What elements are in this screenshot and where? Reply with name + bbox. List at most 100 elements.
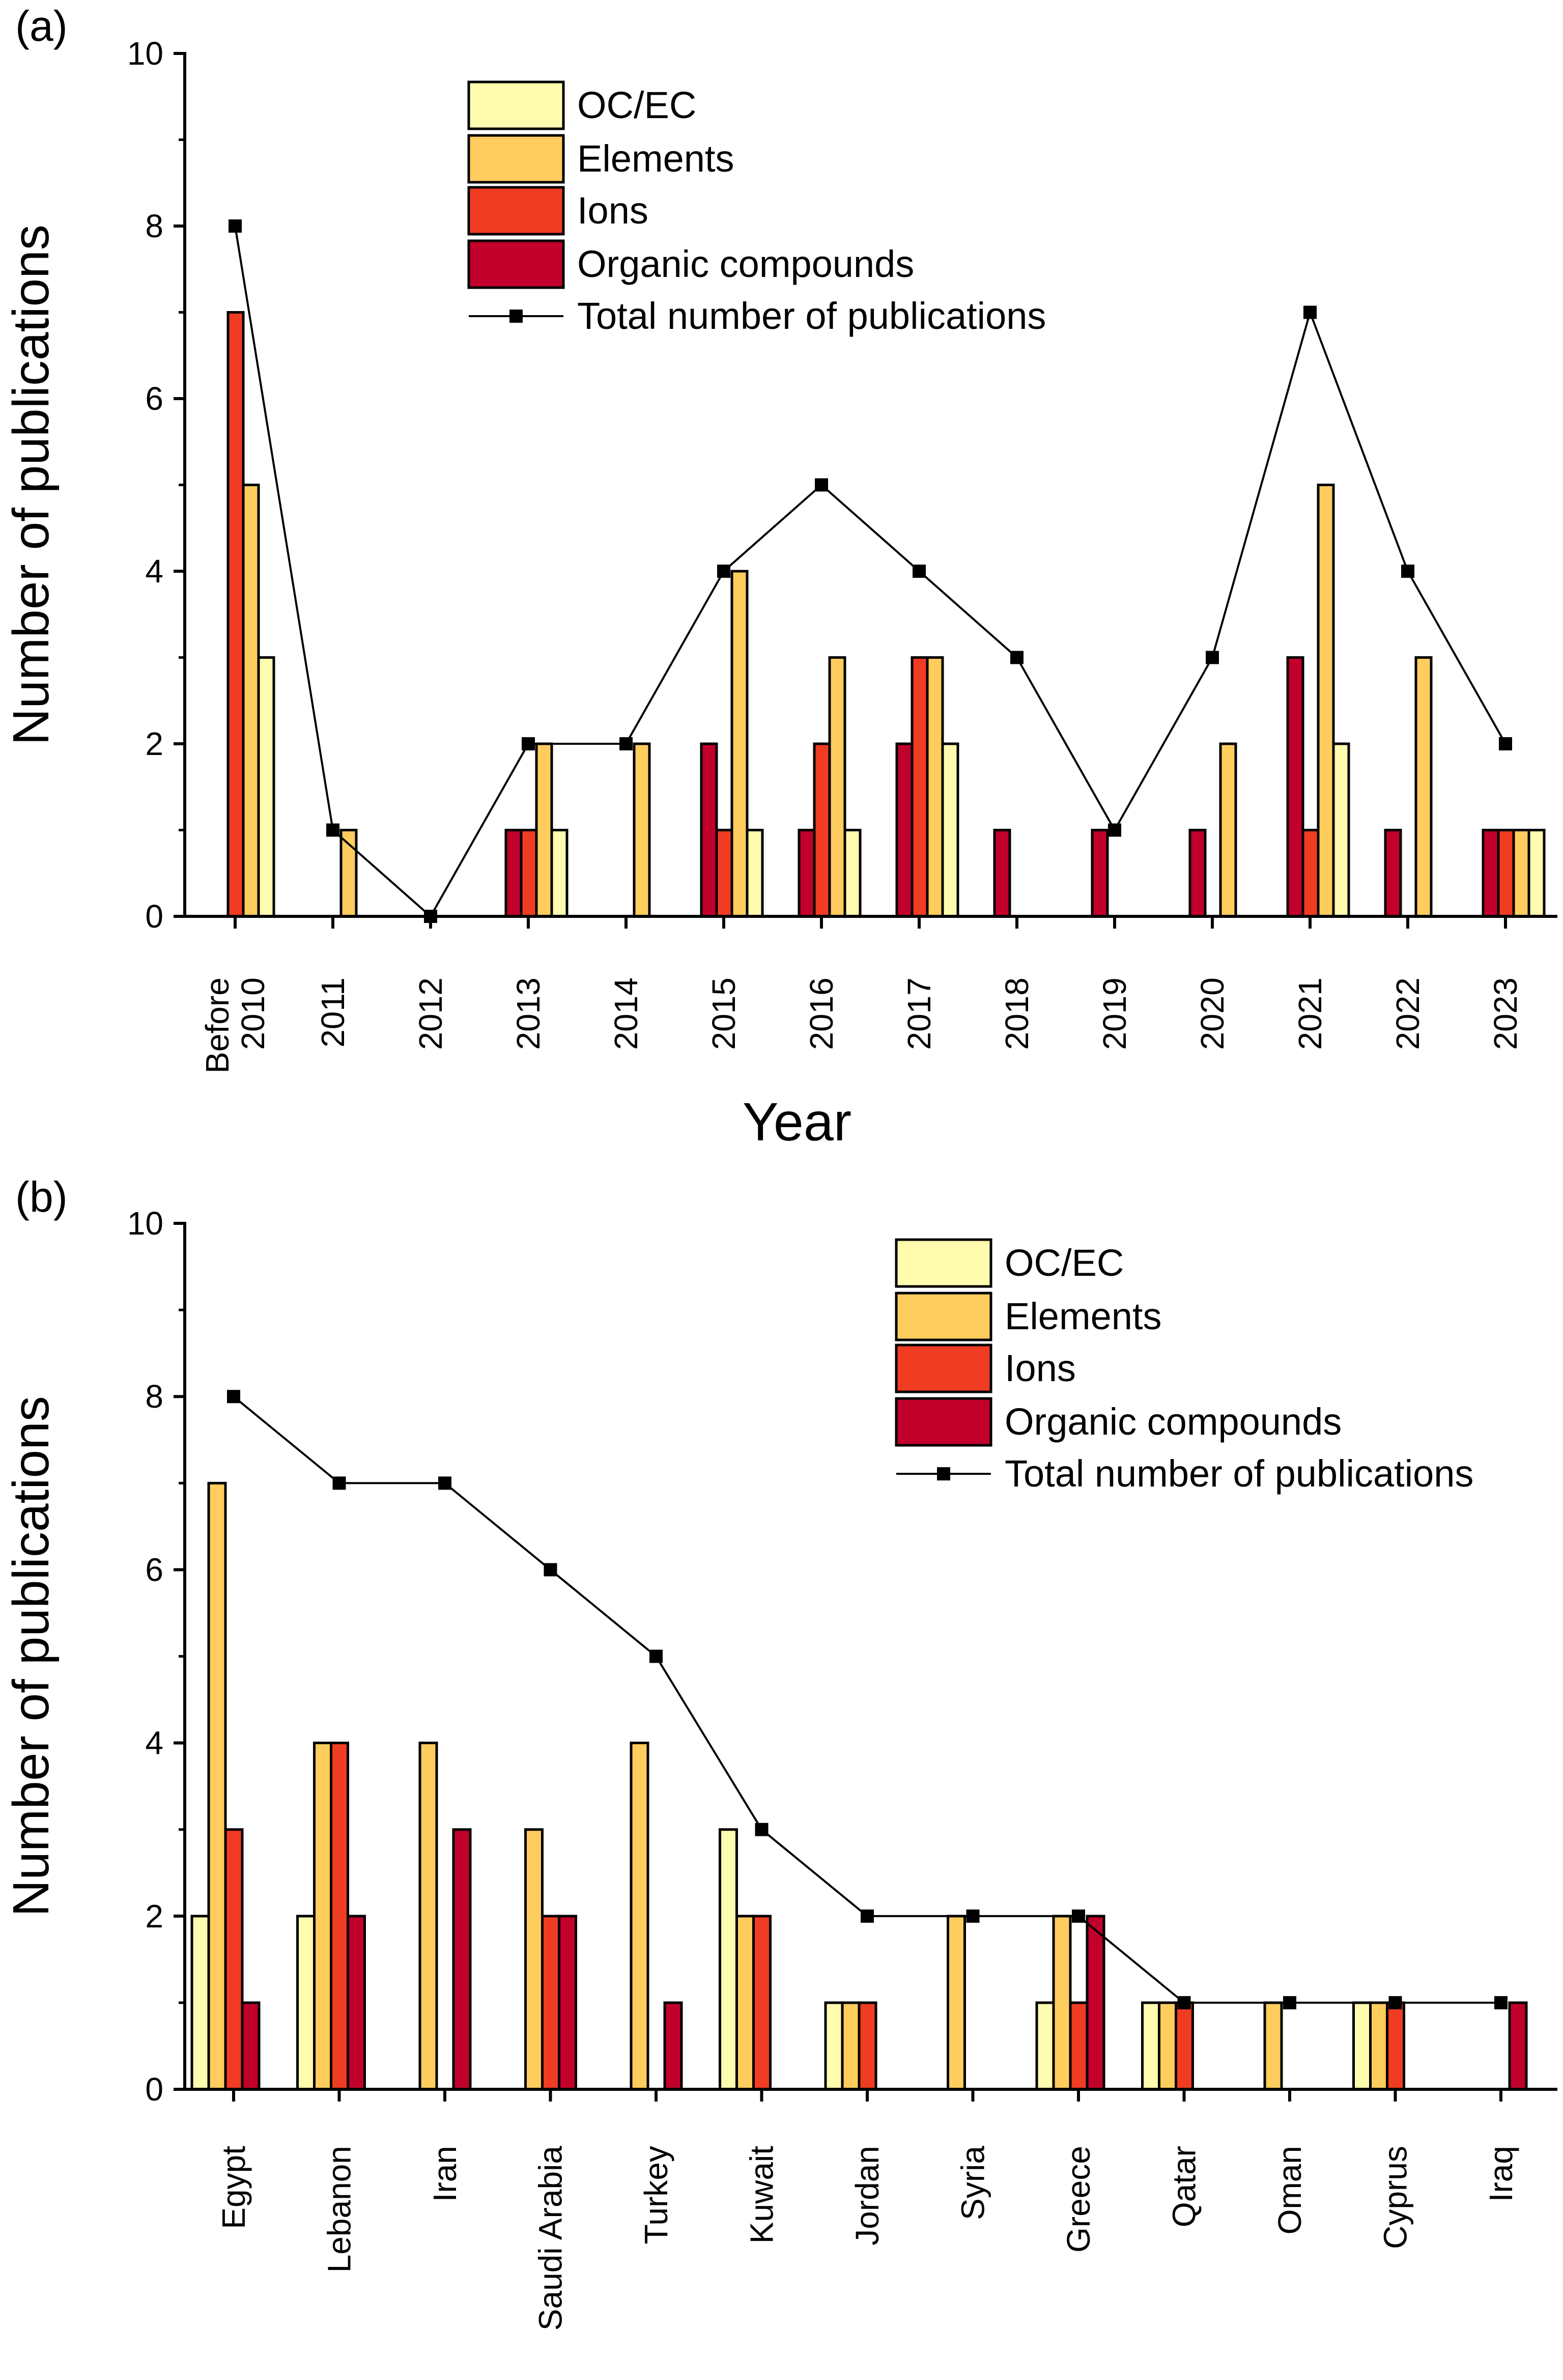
x-tick-label: Saudi Arabia <box>532 2146 569 2331</box>
legend-label: Organic compounds <box>577 243 914 285</box>
bar-oc-ec-0 <box>190 1915 210 2091</box>
bar-ions-13 <box>1497 829 1515 918</box>
y-tick-label: 8 <box>145 1378 163 1415</box>
total-point-11 <box>1388 1996 1402 2009</box>
x-tick-label: 2012 <box>412 977 449 1050</box>
bar-elements-7 <box>947 1915 966 2091</box>
x-tick-label: Qatar <box>1166 2146 1203 2227</box>
bar-organic-compounds-2 <box>452 1828 472 2091</box>
bar-organic-compounds-7 <box>895 742 914 918</box>
legend-label: Total number of publications <box>1005 1452 1473 1495</box>
bar-elements-13 <box>1512 829 1530 918</box>
y-tick-label: 8 <box>145 208 163 244</box>
bar-oc-ec-3 <box>550 829 569 918</box>
bar-elements-2 <box>418 1742 438 2091</box>
total-point-5 <box>717 565 730 578</box>
total-point-9 <box>1108 823 1121 837</box>
legend-label: Elements <box>577 137 734 180</box>
total-point-0 <box>227 1390 240 1404</box>
bar-oc-ec-11 <box>1332 742 1350 918</box>
bar-elements-6 <box>828 656 846 918</box>
bar-oc-ec-1 <box>296 1915 316 2091</box>
bar-organic-compounds-1 <box>347 1915 366 2091</box>
total-point-1 <box>326 823 339 837</box>
bar-elements-11 <box>1317 484 1335 918</box>
bar-ions-3 <box>520 829 538 918</box>
panel-label: (a) <box>15 2 68 50</box>
total-publications-line <box>234 226 1507 918</box>
bar-ions-5 <box>752 1915 772 2091</box>
legend: OC/EC Elements Ions Organic compounds Total … <box>467 80 1046 337</box>
bar-ions-0 <box>226 311 245 918</box>
bar-organic-compounds-12 <box>1384 829 1402 918</box>
x-tick-label: Egypt <box>215 2146 252 2229</box>
panel-label: (b) <box>15 1173 68 1221</box>
bar-ions-11 <box>1386 2001 1405 2091</box>
bar-elements-5 <box>735 1915 755 2091</box>
legend-swatch-elements <box>895 1292 992 1341</box>
x-tick-label: 2011 <box>315 977 351 1048</box>
total-point-2 <box>438 1476 451 1490</box>
bar-ions-7 <box>911 656 929 918</box>
legend-swatch-ions <box>467 186 565 236</box>
total-point-2 <box>424 910 437 923</box>
total-point-4 <box>649 1649 663 1663</box>
x-tick-label: Syria <box>955 2146 991 2220</box>
y-tick-label: 6 <box>145 380 163 417</box>
legend-swatch-ions <box>895 1343 992 1393</box>
bar-organic-compounds-8 <box>993 829 1011 918</box>
bar-organic-compounds-10 <box>1188 829 1207 918</box>
bar-elements-0 <box>207 1481 227 2091</box>
legend-marker-total <box>937 1467 950 1480</box>
x-tick-label: 2016 <box>803 977 840 1050</box>
bar-ions-11 <box>1301 829 1320 918</box>
bar-ions-8 <box>1069 2001 1089 2091</box>
bar-elements-4 <box>633 742 651 918</box>
total-point-11 <box>1303 305 1317 319</box>
x-tick-label: Oman <box>1271 2146 1308 2234</box>
bar-ions-0 <box>224 1828 244 2091</box>
x-tick-label: Jordan <box>849 2146 886 2246</box>
bar-organic-compounds-0 <box>241 2001 261 2091</box>
bar-elements-5 <box>730 570 749 918</box>
x-tick-label: 2014 <box>608 977 644 1050</box>
x-tick-label: Lebanon <box>321 2146 358 2273</box>
bar-organic-compounds-13 <box>1482 829 1500 918</box>
x-tick-label: Greece <box>1060 2146 1097 2253</box>
legend-label: Elements <box>1005 1295 1161 1337</box>
legend-label: Ions <box>1005 1347 1076 1389</box>
bar-oc-ec-9 <box>1141 2001 1160 2091</box>
x-tick-label: Kuwait <box>744 2146 780 2244</box>
y-tick-label: 10 <box>127 1205 163 1242</box>
total-point-13 <box>1499 737 1512 750</box>
y-tick-label: 2 <box>145 1898 163 1935</box>
x-tick-label: 2021 <box>1292 977 1328 1050</box>
x-tick-label: 2015 <box>705 977 742 1050</box>
legend-label: OC/EC <box>1005 1242 1124 1284</box>
bar-organic-compounds-9 <box>1091 829 1109 918</box>
bar-organic-compounds-5 <box>700 742 718 918</box>
total-point-10 <box>1283 1996 1296 2009</box>
bar-elements-12 <box>1414 656 1433 918</box>
total-point-8 <box>1072 1909 1085 1923</box>
bar-ions-5 <box>715 829 733 918</box>
total-point-5 <box>755 1823 769 1836</box>
y-axis-label: Number of publications <box>3 1396 60 1917</box>
total-point-8 <box>1010 651 1024 664</box>
y-tick-label: 6 <box>145 1551 163 1588</box>
bar-oc-ec-11 <box>1352 2001 1372 2091</box>
bar-organic-compounds-6 <box>798 829 816 918</box>
bar-organic-compounds-12 <box>1508 2001 1528 2091</box>
x-tick-label: 2020 <box>1194 977 1231 1050</box>
legend-swatch-organic-compounds <box>467 239 565 289</box>
x-tick-label: 2010 <box>235 977 271 1050</box>
x-tick-label: 2017 <box>901 977 937 1050</box>
x-tick-label: 2018 <box>999 977 1035 1050</box>
bar-ions-9 <box>1175 2001 1194 2091</box>
legend-label: Total number of publications <box>577 295 1046 337</box>
bar-ions-6 <box>858 2001 877 2091</box>
bar-oc-ec-5 <box>719 1828 738 2091</box>
bar-ions-3 <box>541 1915 560 2091</box>
bar-elements-10 <box>1263 2001 1283 2091</box>
